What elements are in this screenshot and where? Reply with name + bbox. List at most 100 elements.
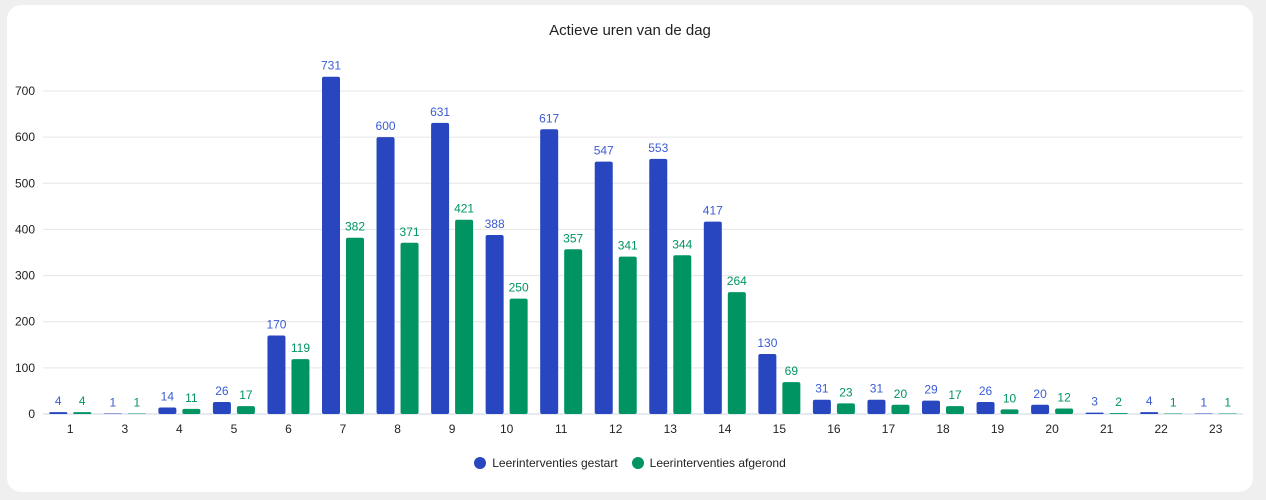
bar — [291, 359, 310, 414]
data-label: 553 — [648, 141, 668, 155]
x-tick-label: 21 — [1100, 422, 1114, 436]
bar — [1109, 413, 1128, 414]
bar — [182, 408, 201, 414]
y-tick-label: 100 — [15, 361, 35, 375]
bar — [564, 249, 583, 414]
x-tick-label: 1 — [67, 422, 74, 436]
data-label: 23 — [839, 385, 853, 399]
x-tick-label: 5 — [231, 422, 238, 436]
bar — [49, 412, 68, 414]
data-label: 4 — [1146, 394, 1153, 408]
data-label: 17 — [948, 388, 962, 402]
bar — [431, 122, 450, 415]
data-label: 264 — [727, 274, 747, 288]
bar — [73, 412, 92, 414]
y-tick-label: 600 — [15, 130, 35, 144]
bar — [376, 137, 395, 414]
data-label: 119 — [291, 341, 310, 355]
bar — [212, 402, 231, 414]
data-label: 69 — [785, 364, 799, 378]
data-label: 421 — [454, 202, 474, 216]
bar — [976, 402, 995, 414]
data-label: 20 — [894, 387, 908, 401]
bar — [485, 234, 504, 414]
y-tick-label: 300 — [15, 269, 35, 283]
bar — [649, 158, 668, 414]
y-tick-label: 500 — [15, 176, 35, 190]
data-label: 17 — [239, 388, 253, 402]
bar — [1000, 409, 1019, 414]
bar — [867, 399, 886, 414]
x-tick-label: 16 — [827, 422, 841, 436]
bar — [1140, 412, 1159, 414]
data-label: 4 — [55, 394, 62, 408]
data-label: 14 — [161, 390, 175, 404]
legend-marker-afgerond — [631, 457, 644, 469]
bar — [727, 292, 746, 414]
data-label: 371 — [400, 225, 420, 239]
bar — [946, 406, 964, 414]
x-tick-label: 17 — [882, 422, 896, 436]
data-label: 341 — [618, 239, 638, 253]
bar — [673, 255, 692, 414]
bar — [1055, 408, 1074, 414]
data-label: 3 — [1091, 395, 1098, 409]
data-label: 382 — [345, 220, 365, 234]
data-label: 10 — [1003, 391, 1017, 405]
legend-label-gestart: Leerinterventies gestart — [492, 456, 618, 470]
legend-marker-gestart — [474, 457, 487, 469]
data-label: 1 — [109, 396, 116, 410]
bar — [758, 354, 777, 414]
x-tick-label: 9 — [449, 422, 456, 436]
data-label: 130 — [757, 336, 777, 350]
bar — [891, 404, 910, 414]
x-tick-label: 15 — [773, 422, 787, 436]
data-label: 31 — [870, 382, 884, 396]
data-label: 4 — [79, 394, 86, 408]
data-label: 1 — [1170, 396, 1177, 410]
bar — [1085, 412, 1104, 414]
data-label: 344 — [672, 237, 692, 251]
bar — [836, 403, 855, 414]
bar — [400, 242, 419, 414]
bar — [158, 407, 177, 414]
data-label: 11 — [185, 391, 198, 405]
data-label: 31 — [815, 382, 829, 396]
x-tick-label: 23 — [1209, 422, 1223, 436]
y-tick-label: 0 — [28, 407, 35, 421]
data-label: 731 — [321, 59, 341, 73]
data-label: 388 — [485, 217, 505, 231]
y-tick-label: 700 — [15, 84, 35, 98]
bar — [322, 76, 340, 415]
data-label: 357 — [563, 231, 583, 245]
bar — [922, 400, 940, 414]
y-tick-label: 400 — [15, 222, 35, 236]
data-label: 1 — [133, 396, 140, 410]
data-label: 170 — [266, 318, 286, 332]
data-label: 26 — [215, 384, 229, 398]
bar — [509, 298, 528, 414]
data-label: 1 — [1200, 396, 1207, 410]
bar — [703, 221, 722, 414]
data-label: 1 — [1224, 396, 1231, 410]
bar — [782, 382, 801, 414]
bar — [346, 237, 364, 414]
x-tick-label: 7 — [340, 422, 347, 436]
data-label: 547 — [594, 144, 614, 158]
data-label: 250 — [509, 281, 529, 295]
legend-item-afgerond[interactable]: Leerinterventies afgerond — [631, 456, 786, 470]
y-tick-label: 200 — [15, 315, 35, 329]
bar — [618, 256, 637, 414]
x-tick-label: 13 — [664, 422, 678, 436]
data-label: 617 — [539, 111, 559, 125]
x-tick-label: 14 — [718, 422, 732, 436]
chart-title: Actieve uren van de dag — [549, 22, 711, 39]
legend-label-afgerond: Leerinterventies afgerond — [649, 456, 786, 470]
x-tick-label: 3 — [121, 422, 128, 436]
x-tick-label: 12 — [609, 422, 623, 436]
data-label: 2 — [1115, 395, 1122, 409]
bar — [540, 129, 559, 414]
legend-item-gestart[interactable]: Leerinterventies gestart — [474, 456, 618, 470]
x-tick-label: 4 — [176, 422, 183, 436]
